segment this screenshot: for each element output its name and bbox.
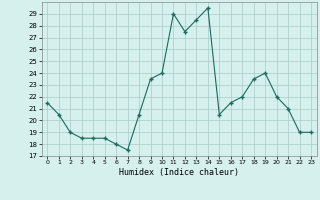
X-axis label: Humidex (Indice chaleur): Humidex (Indice chaleur)	[119, 168, 239, 177]
